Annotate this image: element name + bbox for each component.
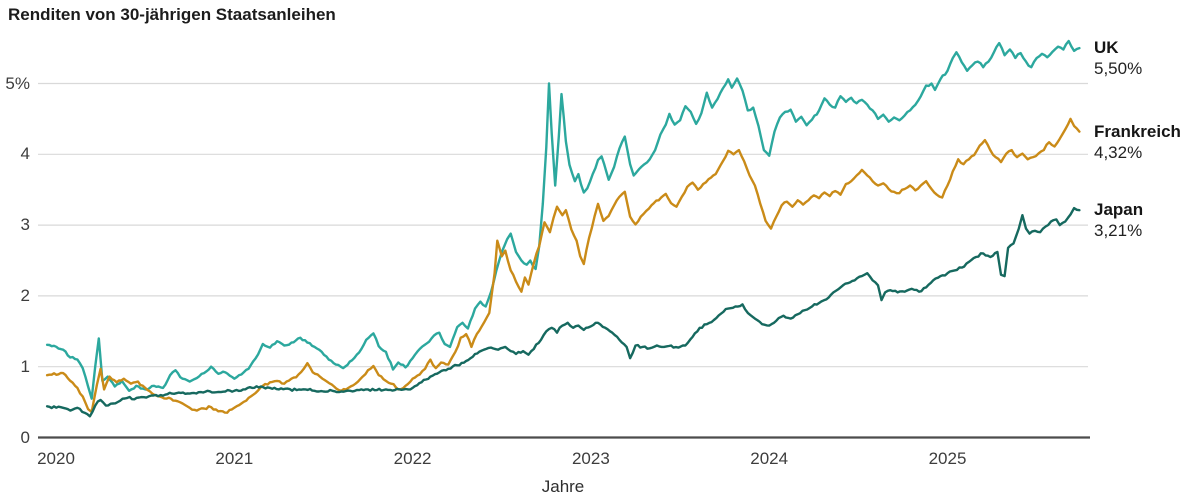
series-lines [45, 39, 1081, 418]
y-tick-0: 0 [20, 427, 30, 447]
y-tick-3: 3 [20, 215, 30, 235]
legend-series-value: 5,50% [1094, 59, 1143, 79]
series-line-uk [45, 39, 1081, 400]
gridlines [38, 82, 1088, 368]
x-tick-2023: 2023 [571, 449, 610, 468]
y-tick-1: 1 [20, 356, 30, 376]
series-line-frankreich [45, 117, 1081, 414]
legend-series-name: Japan [1094, 200, 1144, 220]
legend-series-value: 4,32% [1094, 142, 1143, 162]
legend-series-value: 3,21% [1094, 221, 1143, 241]
x-tick-2022: 2022 [393, 449, 432, 468]
legend-item-uk: UK 5,50% [1094, 37, 1198, 79]
legend-item-frankreich: Frankreich 4,32% [1094, 121, 1198, 163]
x-axis-title: Jahre [541, 477, 585, 496]
y-tick-2: 2 [20, 285, 30, 305]
y-tick-4: 4 [20, 144, 30, 164]
legend-item-japan: Japan 3,21% [1094, 199, 1198, 241]
legend-series-name: UK [1094, 38, 1119, 58]
legend-series-name: Frankreich [1094, 121, 1181, 141]
x-tick-2021: 2021 [215, 449, 254, 468]
series-line-japan [45, 206, 1081, 418]
x-tick-2025: 2025 [928, 449, 967, 468]
x-tick-2024: 2024 [750, 449, 789, 468]
y-tick-5%: 5% [5, 73, 30, 93]
x-tick-2020: 2020 [37, 449, 75, 468]
chart-title: Renditen von 30-jährigen Staatsanleihen [8, 5, 336, 24]
